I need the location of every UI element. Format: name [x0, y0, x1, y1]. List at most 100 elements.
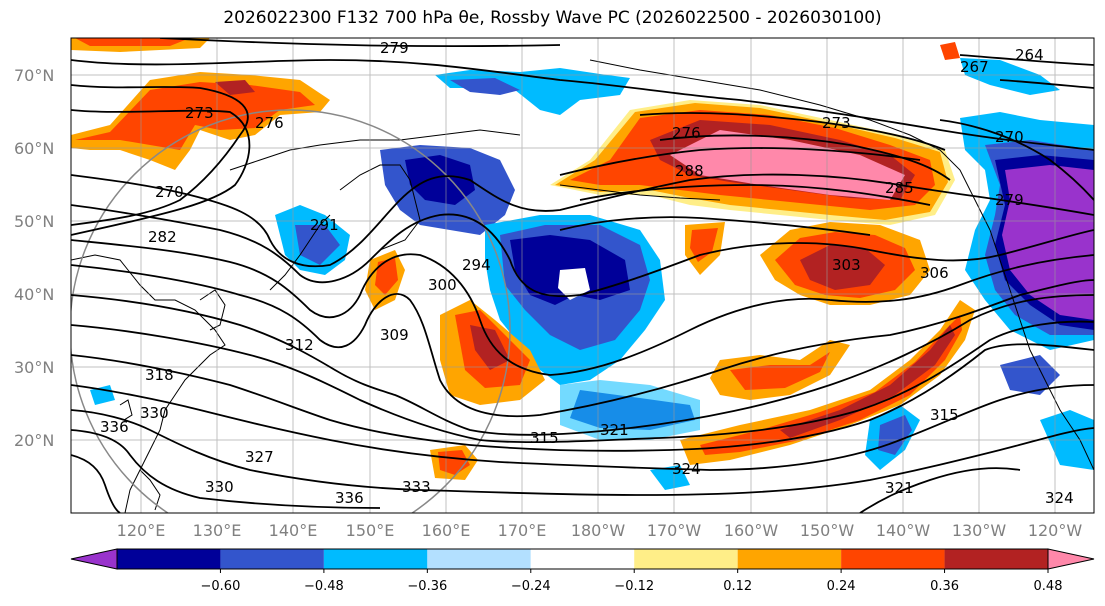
colorbar-cell	[944, 549, 1048, 569]
lon-label: 170°W	[647, 521, 702, 540]
contour-label: 333	[402, 478, 431, 496]
contour-label: 270	[995, 128, 1024, 146]
contour	[559, 216, 871, 236]
colorbar-extend-left	[70, 548, 118, 570]
colorbar-tick-label: 0.36	[930, 579, 959, 594]
contour-label: 315	[530, 429, 559, 447]
contour-label: 276	[672, 124, 701, 142]
contour-label: 279	[995, 191, 1024, 209]
coastline-kamchatka	[339, 164, 421, 251]
contour	[71, 109, 251, 236]
shade-japan-red	[375, 258, 398, 295]
shade-east-lower-blue	[1000, 355, 1060, 395]
theta-e-contours	[71, 38, 1094, 513]
lon-label: 140°E	[269, 521, 318, 540]
lon-label: 170°E	[498, 521, 547, 540]
contour-label: 276	[255, 114, 284, 132]
lon-label: 140°W	[876, 521, 931, 540]
contour	[71, 84, 249, 226]
contour	[159, 38, 561, 48]
contour	[579, 184, 931, 206]
contour	[639, 112, 946, 151]
shade-top-left-red	[75, 38, 190, 46]
contour-label: 294	[462, 256, 491, 274]
longitude-labels: 120°E 130°E 140°E 150°E 160°E 170°E 180°…	[117, 521, 1083, 540]
contour-label: 321	[600, 421, 629, 439]
lon-label: 160°E	[422, 521, 471, 540]
lat-label: 50°N	[14, 212, 54, 231]
contour	[71, 343, 1094, 452]
lon-label: 150°W	[800, 521, 855, 540]
map-title: 2026022300 F132 700 hPa θe, Rossby Wave …	[223, 8, 882, 28]
colorbar-tick-label: 0.12	[723, 579, 752, 594]
colorbar-cell	[737, 549, 842, 569]
contour-label: 279	[380, 39, 409, 57]
lat-label: 70°N	[14, 66, 54, 85]
contour-label: 285	[885, 179, 914, 197]
colorbar-extend-right	[1047, 548, 1095, 570]
contour-label: 273	[822, 114, 851, 132]
colorbar-ticks: −0.60 −0.48 −0.36 −0.24 −0.12 0.12 0.24 0.36 0.4…	[201, 569, 1062, 594]
colorbar: −0.60 −0.48 −0.36 −0.24 −0.12 0.12 0.24 0.36 0.4…	[70, 548, 1095, 594]
latitude-labels: 70°N 60°N 50°N 40°N 30°N 20°N	[14, 66, 54, 450]
colorbar-tick-label: −0.60	[201, 579, 241, 594]
contour	[659, 134, 951, 181]
shade-epac-small-red	[690, 228, 718, 262]
contour-label: 327	[245, 448, 274, 466]
contour	[71, 454, 121, 513]
contour	[999, 79, 1094, 89]
contour-label: 336	[100, 418, 129, 436]
lon-label: 180°W	[571, 521, 626, 540]
lon-label: 120°W	[1028, 521, 1083, 540]
colorbar-cell	[427, 549, 531, 569]
map-frame	[70, 37, 1095, 514]
colorbar-cells	[70, 548, 1095, 570]
contour	[959, 54, 1094, 66]
contour-label: 324	[1045, 489, 1074, 507]
contour	[71, 384, 1094, 471]
shade-japan-medblue	[295, 225, 340, 265]
contour	[71, 239, 1094, 376]
colorbar-tick-label: −0.24	[511, 579, 551, 594]
colorbar-tick-label: 0.24	[827, 579, 856, 594]
coastline-japan	[269, 214, 331, 291]
shade-kamchatka-navy	[405, 155, 475, 205]
colorbar-cell	[634, 549, 738, 569]
shade-epac-darkred	[800, 245, 885, 290]
lon-label: 150°E	[346, 521, 395, 540]
contour-label: 336	[335, 489, 364, 507]
shade-top-center-medblue	[450, 78, 520, 95]
contour	[71, 173, 1094, 268]
lat-label: 30°N	[14, 358, 54, 377]
contour-label: 321	[885, 479, 914, 497]
contour-label: 282	[148, 228, 177, 246]
coastline-layer	[71, 59, 1094, 513]
contour-label: 309	[380, 326, 409, 344]
contour-labels: 279 264 267 273 276 270 282 276 288 273 …	[100, 39, 1074, 507]
contour-label: 312	[285, 336, 314, 354]
lon-label: 130°E	[193, 521, 242, 540]
lon-label: 130°W	[952, 521, 1007, 540]
shade-nw-darkred	[215, 80, 255, 95]
colorbar-frame	[116, 548, 1049, 570]
coastline-siberia	[229, 129, 521, 171]
lat-label: 40°N	[14, 285, 54, 304]
reference-circles	[71, 109, 511, 513]
shade-trough-hole	[558, 268, 590, 300]
shade-band-orange	[680, 300, 975, 465]
contour	[559, 147, 921, 176]
contour-label: 300	[428, 276, 457, 294]
shade-band2-red	[730, 352, 830, 390]
gridlines	[71, 38, 1094, 513]
contour	[859, 467, 1021, 513]
contour-label: 324	[672, 460, 701, 478]
contour-label: 291	[310, 216, 339, 234]
lon-label: 160°W	[724, 521, 779, 540]
lat-label: 20°N	[14, 431, 54, 450]
coastline-alaska	[589, 59, 991, 231]
contour-label: 267	[960, 58, 989, 76]
coastline-taiwan	[119, 399, 133, 421]
colorbar-cell	[841, 549, 945, 569]
map-panel: 279 264 267 273 276 270 282 276 288 273 …	[71, 38, 1094, 513]
contour-label: 264	[1015, 46, 1044, 64]
